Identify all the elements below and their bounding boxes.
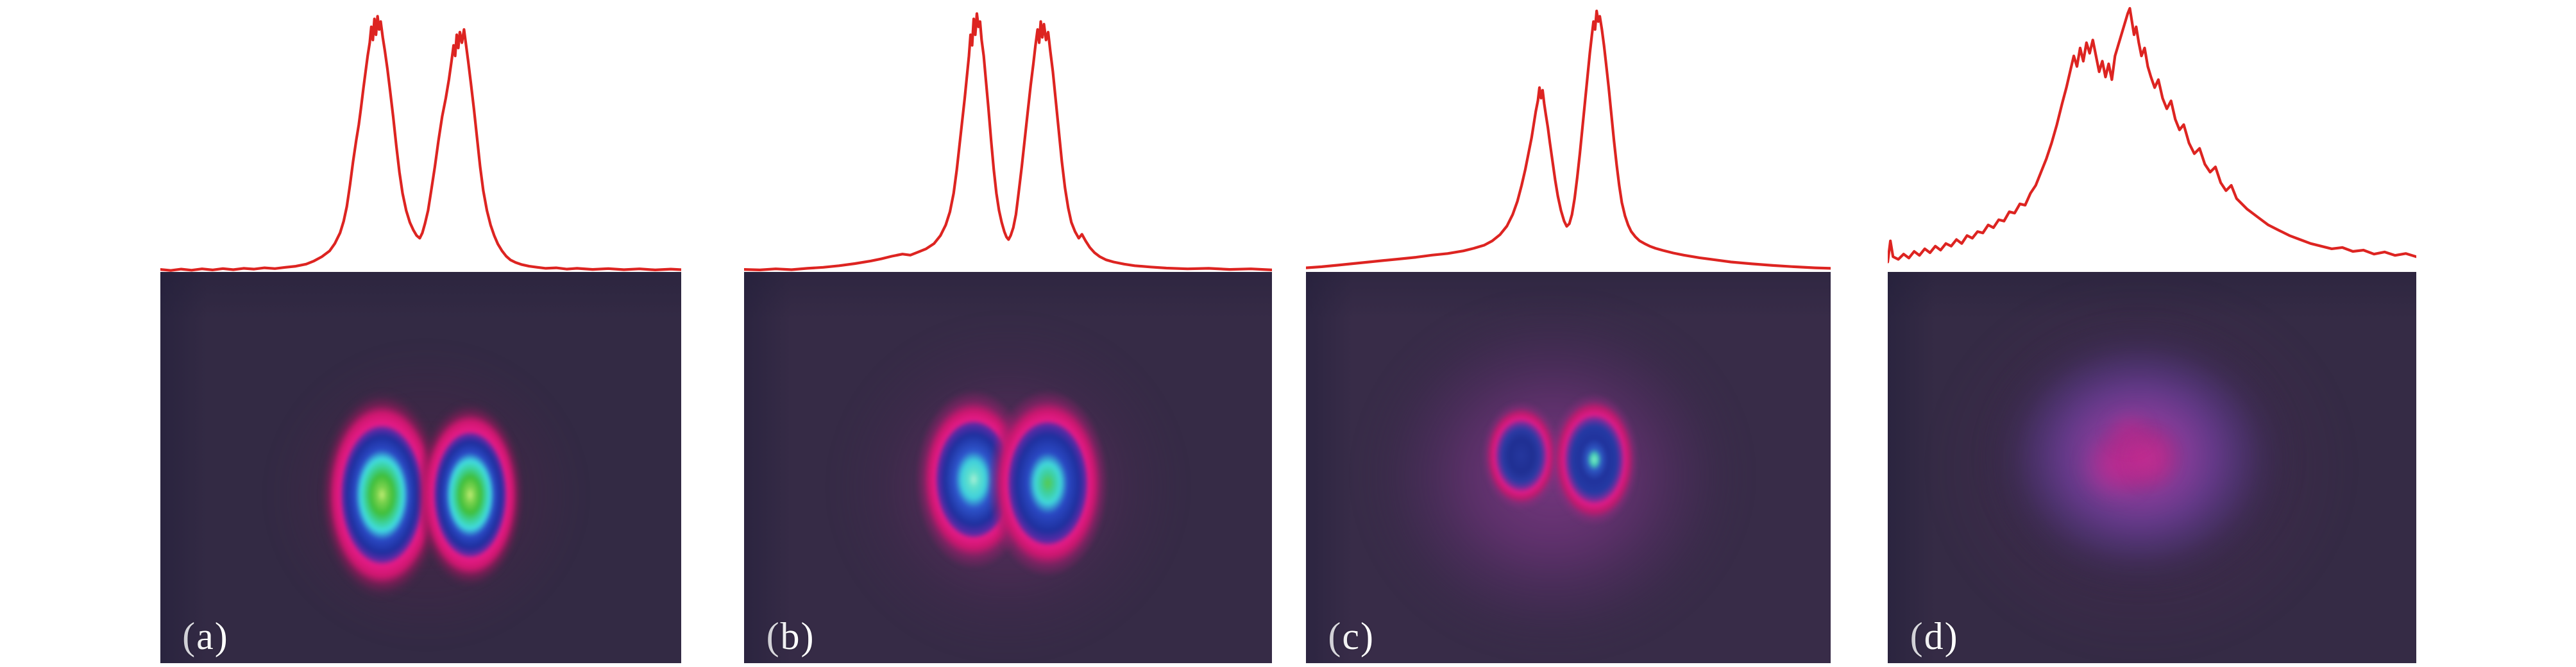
panel-a: (a)	[160, 0, 681, 667]
atom-cloud-blob-left	[1482, 401, 1561, 511]
magenta-density-patch	[2125, 428, 2179, 491]
profile-curve-a	[160, 16, 681, 270]
intensity-profile-chart-d	[1888, 0, 2416, 274]
absorption-image-c: (c)	[1306, 272, 1831, 663]
absorption-image-d: (d)	[1888, 272, 2416, 663]
intensity-profile-chart-b	[744, 0, 1272, 274]
intensity-profile-chart-c	[1306, 0, 1831, 274]
profile-curve-b	[744, 13, 1272, 270]
absorption-image-b: (b)	[744, 272, 1272, 663]
panel-label-a: (a)	[182, 615, 229, 657]
panel-c: (c)	[1306, 0, 1831, 667]
magenta-density-patch	[2104, 409, 2152, 452]
panel-d: (d)	[1888, 0, 2416, 667]
atom-cloud-blob-right	[1550, 393, 1640, 527]
atom-cloud-blob-right	[987, 389, 1108, 577]
atom-cloud-blob-right	[415, 401, 525, 589]
profile-curve-c	[1306, 11, 1831, 268]
intensity-profile-chart-a	[160, 0, 681, 274]
profile-curve-d	[1888, 8, 2416, 262]
panel-b: (b)	[744, 0, 1272, 667]
absorption-image-a: (a)	[160, 272, 681, 663]
panel-label-b: (b)	[766, 615, 815, 657]
panel-label-c: (c)	[1328, 615, 1375, 657]
panel-label-d: (d)	[1910, 615, 1959, 657]
